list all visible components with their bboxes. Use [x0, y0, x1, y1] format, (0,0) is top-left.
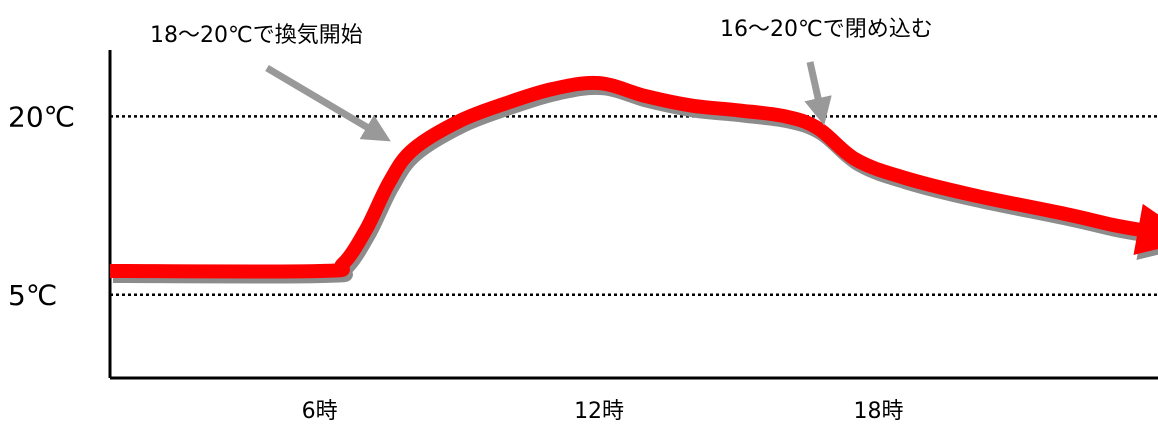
reference-lines	[110, 115, 1158, 296]
axes	[108, 50, 1158, 380]
annotation-arrow	[265, 64, 391, 142]
data-point	[1110, 224, 1112, 226]
data-point	[412, 149, 414, 151]
x-tick-label: 18時	[854, 399, 904, 424]
data-point	[645, 95, 647, 97]
data-point	[365, 228, 367, 230]
data-point	[319, 270, 321, 272]
y-tick-label: 20℃	[8, 100, 75, 133]
data-point	[738, 109, 740, 111]
data-point	[388, 181, 390, 183]
data-point	[691, 105, 693, 107]
data-point	[817, 127, 819, 129]
series-arrowhead	[1133, 203, 1158, 255]
x-tick-label: 12時	[574, 399, 624, 424]
data-point	[901, 176, 903, 178]
labels: 20℃ 5℃ 6時 12時 18時	[8, 100, 904, 424]
series-line	[109, 75, 1146, 279]
x-tick-label: 6時	[302, 399, 338, 424]
annotation-label: 16〜20℃で閉め込む	[720, 17, 933, 42]
series-layer	[109, 75, 1158, 284]
data-point	[854, 158, 856, 160]
data-point	[1064, 213, 1066, 215]
data-point	[598, 82, 600, 84]
data-point	[458, 120, 460, 122]
data-point	[971, 194, 973, 196]
data-point	[109, 270, 111, 272]
annotations: 18〜20℃で換気開始 16〜20℃で閉め込む	[150, 17, 933, 142]
data-point	[505, 102, 507, 104]
annotation-arrow	[804, 61, 832, 126]
annotation-label: 18〜20℃で換気開始	[150, 23, 363, 48]
data-point	[784, 115, 786, 117]
y-tick-label: 5℃	[8, 279, 57, 312]
data-point	[551, 88, 553, 90]
data-point	[342, 263, 344, 265]
